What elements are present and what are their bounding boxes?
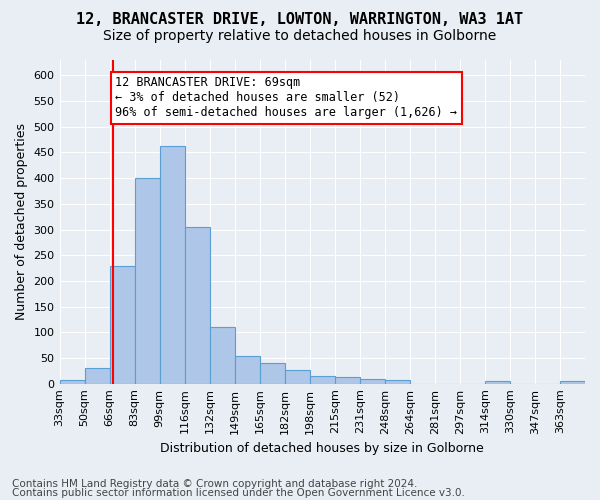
Bar [385,380,410,384]
Bar [209,327,235,384]
Text: 12, BRANCASTER DRIVE, LOWTON, WARRINGTON, WA3 1AT: 12, BRANCASTER DRIVE, LOWTON, WARRINGTON… [76,12,524,28]
Bar [285,370,310,384]
Bar [85,368,110,384]
Text: Contains HM Land Registry data © Crown copyright and database right 2024.: Contains HM Land Registry data © Crown c… [12,479,418,489]
Bar [310,376,335,384]
Bar [134,178,160,384]
Bar [335,377,360,384]
Bar [260,363,285,384]
Bar [360,378,385,384]
Text: Size of property relative to detached houses in Golborne: Size of property relative to detached ho… [103,29,497,43]
Bar [110,266,134,384]
Text: 12 BRANCASTER DRIVE: 69sqm
← 3% of detached houses are smaller (52)
96% of semi-: 12 BRANCASTER DRIVE: 69sqm ← 3% of detac… [115,76,457,120]
Bar [185,227,209,384]
X-axis label: Distribution of detached houses by size in Golborne: Distribution of detached houses by size … [160,442,484,455]
Bar [560,381,585,384]
Bar [235,356,260,384]
Y-axis label: Number of detached properties: Number of detached properties [15,124,28,320]
Text: Contains public sector information licensed under the Open Government Licence v3: Contains public sector information licen… [12,488,465,498]
Bar [485,381,510,384]
Bar [59,380,85,384]
Bar [160,146,185,384]
